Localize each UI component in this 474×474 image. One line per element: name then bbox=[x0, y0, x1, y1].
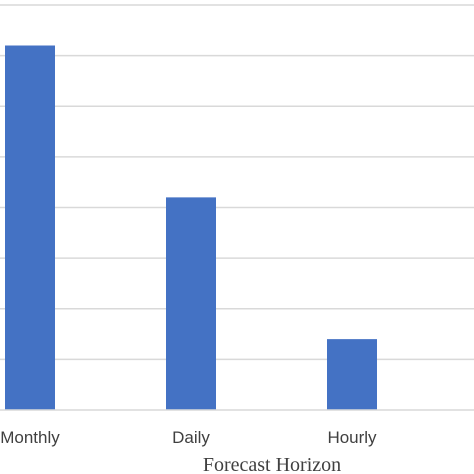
x-tick-label-daily: Daily bbox=[172, 428, 210, 447]
x-tick-label-monthly: Monthly bbox=[0, 428, 60, 447]
bar-hourly bbox=[327, 339, 377, 410]
bars bbox=[5, 45, 377, 410]
bar-daily bbox=[166, 197, 216, 410]
x-axis-title: Forecast Horizon bbox=[203, 454, 341, 474]
gridlines bbox=[0, 4, 474, 361]
x-tick-label-hourly: Hourly bbox=[327, 428, 377, 447]
x-tick-labels: Monthly Daily Hourly bbox=[0, 428, 377, 447]
bar-monthly bbox=[5, 45, 55, 410]
